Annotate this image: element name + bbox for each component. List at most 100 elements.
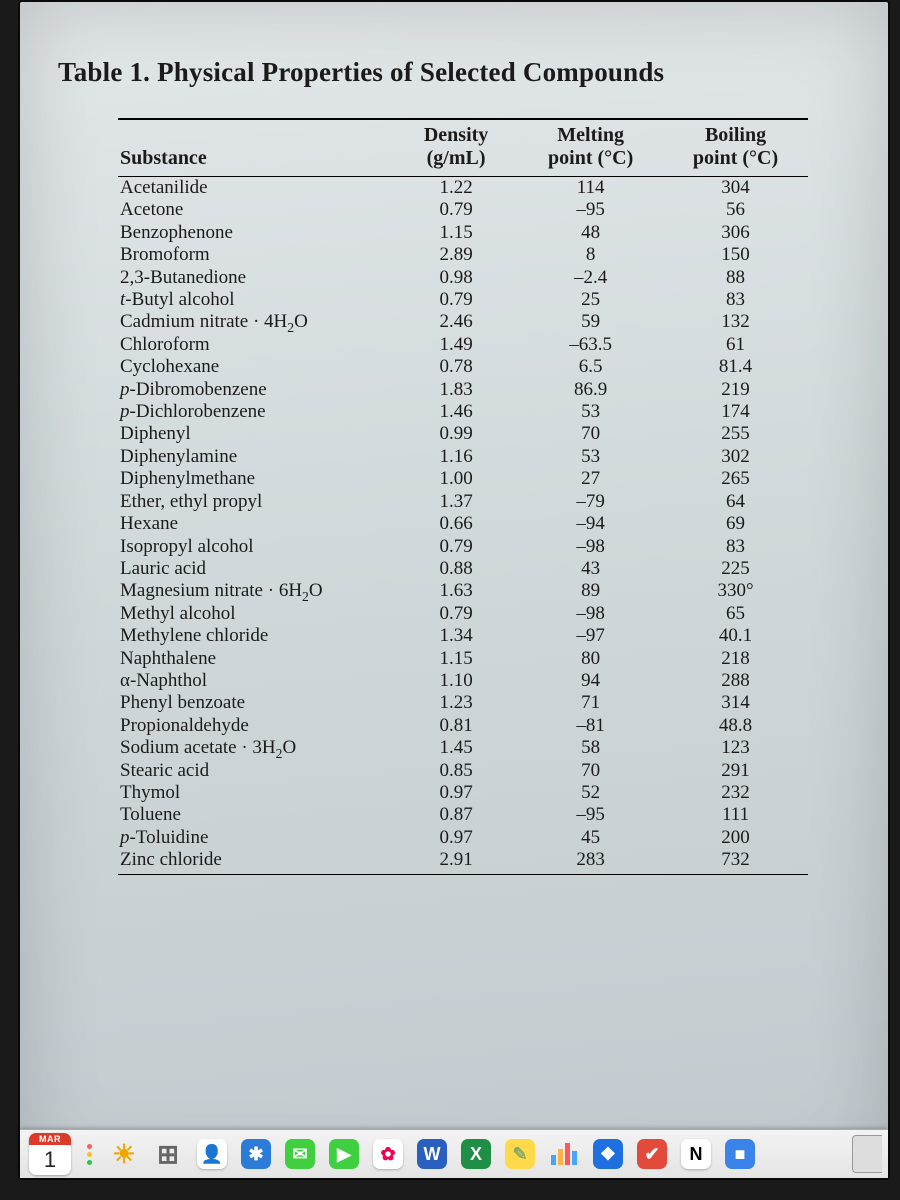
notes-icon[interactable]: ✎ (500, 1134, 540, 1174)
traffic-dots (78, 1134, 100, 1174)
cell-substance: Acetone (118, 199, 394, 221)
cell-boiling: 306 (663, 222, 808, 244)
messages-icon[interactable]: ✉ (280, 1134, 320, 1174)
people-glyph: 👤 (197, 1139, 227, 1169)
cell-substance: α-Naphthol (118, 670, 394, 692)
col-melting-l1: Melting (557, 124, 624, 146)
weather-icon[interactable]: ☀ (104, 1134, 144, 1174)
cell-density: 0.79 (394, 289, 518, 311)
cell-melting: 94 (518, 670, 663, 692)
cell-density: 0.97 (394, 827, 518, 849)
cell-melting: 53 (518, 401, 663, 423)
cell-substance: 2,3-Butanedione (118, 267, 394, 289)
table-row: Phenyl benzoate1.2371314 (118, 692, 808, 714)
table-title: Table 1. Physical Properties of Selected… (58, 57, 848, 88)
cell-boiling: 200 (663, 827, 808, 849)
facetime-glyph: ▶ (329, 1139, 359, 1169)
cell-boiling: 218 (663, 648, 808, 670)
col-density-l1: Density (424, 124, 488, 146)
cell-boiling: 219 (663, 379, 808, 401)
table-row: Cyclohexane0.786.581.4 (118, 356, 808, 378)
table-row: Hexane0.66–9469 (118, 513, 808, 535)
excel-icon[interactable]: X (456, 1134, 496, 1174)
people-icon[interactable]: 👤 (192, 1134, 232, 1174)
cell-density: 1.15 (394, 648, 518, 670)
table-row: Chloroform1.49–63.561 (118, 334, 808, 356)
safari-glyph: ✱ (241, 1139, 271, 1169)
cell-boiling: 88 (663, 267, 808, 289)
cell-melting: 43 (518, 558, 663, 580)
analytics-icon[interactable] (544, 1134, 584, 1174)
cell-substance: Diphenyl (118, 423, 394, 445)
cell-melting: 114 (518, 177, 663, 200)
cell-melting: 70 (518, 423, 663, 445)
cell-density: 1.16 (394, 446, 518, 468)
calendar-app[interactable]: MAR 1 (26, 1134, 74, 1174)
cell-melting: 283 (518, 849, 663, 874)
cell-melting: –79 (518, 491, 663, 513)
cell-boiling: 330° (663, 580, 808, 602)
table-row: Diphenylmethane1.0027265 (118, 468, 808, 490)
cell-substance: Bromoform (118, 244, 394, 266)
cell-melting: 80 (518, 648, 663, 670)
cell-boiling: 83 (663, 536, 808, 558)
photos-glyph: ✿ (373, 1139, 403, 1169)
cell-melting: 48 (518, 222, 663, 244)
cell-density: 1.37 (394, 491, 518, 513)
word-glyph: W (417, 1139, 447, 1169)
cell-density: 1.15 (394, 222, 518, 244)
cell-density: 0.98 (394, 267, 518, 289)
cell-boiling: 265 (663, 468, 808, 490)
cell-substance: Chloroform (118, 334, 394, 356)
cell-density: 0.97 (394, 782, 518, 804)
cell-density: 0.88 (394, 558, 518, 580)
word-icon[interactable]: W (412, 1134, 452, 1174)
cell-density: 1.49 (394, 334, 518, 356)
screen-frame: Table 1. Physical Properties of Selected… (18, 0, 890, 1180)
launchpad-icon[interactable]: ⊞ (148, 1134, 188, 1174)
cell-melting: 45 (518, 827, 663, 849)
cell-melting: 86.9 (518, 379, 663, 401)
cell-melting: –2.4 (518, 267, 663, 289)
zoom-icon[interactable]: ■ (720, 1134, 760, 1174)
cell-substance: Thymol (118, 782, 394, 804)
table-row: Stearic acid0.8570291 (118, 760, 808, 782)
cell-substance: t-Butyl alcohol (118, 289, 394, 311)
cell-boiling: 69 (663, 513, 808, 535)
col-density-l2: (g/mL) (427, 147, 486, 169)
dropbox-icon[interactable]: ❖ (588, 1134, 628, 1174)
cell-boiling: 288 (663, 670, 808, 692)
cell-melting: 6.5 (518, 356, 663, 378)
cell-substance: Toluene (118, 804, 394, 826)
safari-icon[interactable]: ✱ (236, 1134, 276, 1174)
table-row: Bromoform2.898150 (118, 244, 808, 266)
cell-boiling: 123 (663, 737, 808, 759)
dropbox-glyph: ❖ (593, 1139, 623, 1169)
table-row: Methyl alcohol0.79–9865 (118, 603, 808, 625)
cell-density: 0.87 (394, 804, 518, 826)
cell-density: 1.10 (394, 670, 518, 692)
todoist-icon[interactable]: ✔ (632, 1134, 672, 1174)
cell-density: 0.79 (394, 536, 518, 558)
cell-melting: 53 (518, 446, 663, 468)
col-substance-label: Substance (120, 147, 207, 169)
cell-boiling: 291 (663, 760, 808, 782)
calendar-month: MAR (29, 1133, 71, 1145)
cell-boiling: 40.1 (663, 625, 808, 647)
cell-melting: –94 (518, 513, 663, 535)
cell-substance: Hexane (118, 513, 394, 535)
cell-boiling: 314 (663, 692, 808, 714)
table-row: Naphthalene1.1580218 (118, 648, 808, 670)
notion-icon[interactable]: N (676, 1134, 716, 1174)
table-row: Acetone0.79–9556 (118, 199, 808, 221)
photos-icon[interactable]: ✿ (368, 1134, 408, 1174)
cell-substance: Isopropyl alcohol (118, 536, 394, 558)
dock-taskbar[interactable]: MAR 1 ☀⊞ 👤 ✱ ✉ ▶ ✿ WX✎ ❖ ✔N■ (20, 1129, 888, 1178)
partial-app-icon (852, 1135, 882, 1173)
cell-boiling: 56 (663, 199, 808, 221)
cell-density: 0.78 (394, 356, 518, 378)
cell-boiling: 304 (663, 177, 808, 200)
facetime-icon[interactable]: ▶ (324, 1134, 364, 1174)
partial-app-right[interactable] (852, 1134, 882, 1174)
calendar-tile: MAR 1 (29, 1133, 71, 1175)
